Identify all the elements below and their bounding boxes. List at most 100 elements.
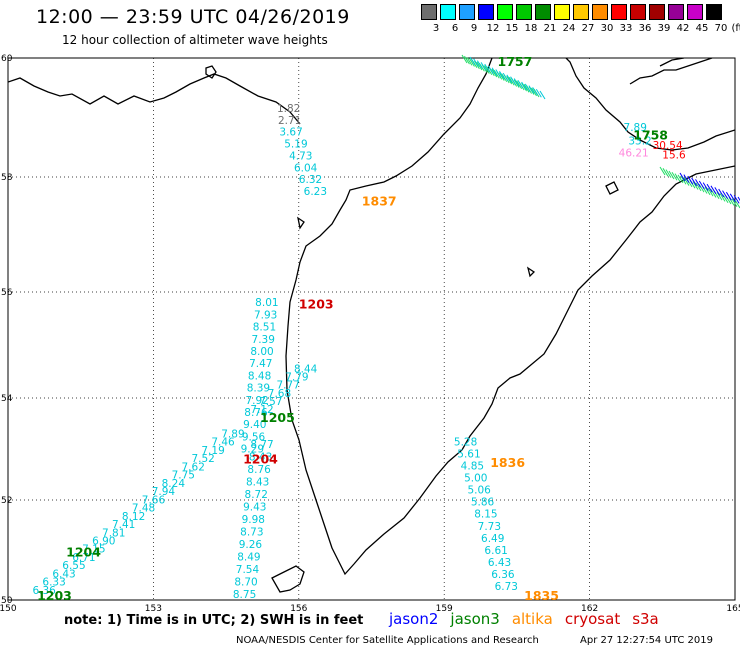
legend-swatch: [649, 4, 665, 20]
legend-swatch: [706, 4, 722, 20]
wave-height-value: 7.47: [249, 358, 272, 370]
swath-mark: [473, 58, 480, 68]
east-blue-swath: [679, 172, 740, 204]
wave-height-value: 2.71: [278, 115, 301, 127]
swath-mark: [510, 76, 516, 85]
swath-mark: [506, 74, 513, 84]
lat-tick-label: 50: [1, 596, 13, 606]
swath-mark: [483, 65, 490, 74]
swath-mark: [671, 172, 678, 181]
page-title: 12:00 — 23:59 UTC 04/26/2019: [36, 6, 350, 28]
legend-swatch: [421, 4, 437, 20]
wave-height-value: 7.77: [277, 380, 300, 392]
swath-mark: [683, 177, 690, 186]
wave-height-value: 5.61: [457, 449, 480, 461]
wave-height-value: 7.12: [250, 404, 273, 416]
swath-mark: [680, 175, 687, 185]
swath-mark: [491, 68, 498, 78]
wave-height-value: 9.26: [239, 539, 263, 551]
wave-height-value: 5.06: [467, 485, 491, 497]
lon-tick-label: 162: [581, 604, 598, 614]
wave-height-value: 7.57: [259, 396, 282, 408]
lat-tick-label: 52: [1, 496, 12, 506]
swath-mark: [733, 195, 740, 204]
legend-label: 15: [505, 23, 519, 34]
swath-mark: [484, 63, 491, 73]
legend-label: 3: [432, 23, 440, 34]
wave-height-value: 7.66: [142, 494, 166, 506]
swath-mark: [692, 181, 699, 190]
swath-mark: [491, 67, 498, 77]
wave-height-value: 6.04: [294, 162, 318, 174]
swath-mark: [695, 182, 702, 192]
wave-height-value: 3.67: [279, 127, 302, 139]
legend-swatch: [554, 4, 570, 20]
swath-mark: [674, 173, 681, 182]
lat-tick-label: 56: [1, 288, 13, 298]
track-kamchatka-east: 7.89 33.2: [624, 122, 652, 148]
lon-tick-label: 153: [145, 604, 162, 614]
lat-tick-label: 58: [1, 173, 13, 183]
swath-mark: [513, 78, 520, 87]
wave-height-value: 8.48: [248, 370, 271, 382]
lat-tick-label: 54: [1, 394, 13, 404]
legend-swatch: [668, 4, 684, 20]
legend-swatch: [440, 4, 456, 20]
swath-mark: [502, 72, 509, 82]
swath-mark: [737, 196, 740, 202]
wave-height-value: 6.49: [481, 533, 504, 545]
legend-label: 21: [543, 23, 557, 34]
swath-mark: [487, 65, 494, 75]
legend-swatch: [497, 4, 513, 20]
track-1204-diag: 7.897.467.197.527.627.758.247.947.667.48…: [32, 428, 244, 597]
pass-time-label: 1757: [498, 54, 533, 69]
wave-height-value: 9.40: [243, 419, 266, 431]
wave-height-value: 8.70: [234, 576, 257, 588]
wave-height-value: 8.43: [246, 477, 269, 489]
swath-mark: [698, 180, 705, 190]
page-subtitle: 12 hour collection of altimeter wave hei…: [62, 33, 328, 47]
wave-height-value: 5.28: [454, 437, 477, 449]
wave-height-value: 7.52: [191, 453, 214, 465]
swath-mark: [535, 88, 542, 98]
legend-swatch: [687, 4, 703, 20]
swath-mark: [662, 168, 669, 177]
north-cyan-swath: [469, 56, 546, 100]
legend-swatch: [516, 4, 532, 20]
wave-height-value: 6.32: [299, 174, 322, 186]
pass-time-label: 1758: [633, 127, 668, 142]
map-frame: [7, 57, 736, 601]
wave-height-value: 9.98: [242, 514, 265, 526]
wave-height-value: 8.73: [240, 527, 263, 539]
wave-height-value: 8.39: [247, 383, 270, 395]
altimeter-tracks: 1.822.713.675.194.736.046.326.23 8.017.93…: [32, 54, 740, 601]
wave-height-value: 5.00: [464, 473, 487, 485]
wave-height-value: 7.73: [478, 521, 501, 533]
lon-tick-label: 150: [0, 604, 17, 614]
wave-height-value: 6.55: [62, 560, 85, 572]
wave-height-value: 6.33: [42, 577, 65, 589]
wave-height-value: 6.61: [484, 545, 507, 557]
swath-mark: [722, 190, 728, 199]
swath-mark: [469, 56, 476, 66]
swath-mark: [464, 55, 470, 65]
wave-height-value: 8.77: [250, 439, 273, 451]
wave-height-value: 7.19: [201, 445, 224, 457]
wave-height-value: 7.81: [102, 527, 125, 539]
swath-mark: [679, 172, 686, 182]
wave-height-value: 7.62: [182, 461, 205, 473]
swath-mark: [710, 189, 717, 198]
wave-height-value: 7.41: [112, 519, 135, 531]
legend-swatch: [573, 4, 589, 20]
track-kamchatka-pink: 46.21: [619, 148, 649, 160]
wave-height-value: 8.75: [233, 589, 256, 601]
pass-time-label: 1836: [490, 455, 525, 470]
swath-mark: [531, 87, 537, 97]
legend-label: 33: [619, 23, 633, 34]
pass-time-label: 1204: [66, 545, 101, 560]
wave-height-value: 8.00: [250, 346, 273, 358]
footer-note: note: 1) Time is in UTC; 2) SWH is in fe…: [64, 613, 364, 628]
legend-unit: (ft): [731, 23, 740, 34]
swath-mark: [528, 85, 535, 94]
